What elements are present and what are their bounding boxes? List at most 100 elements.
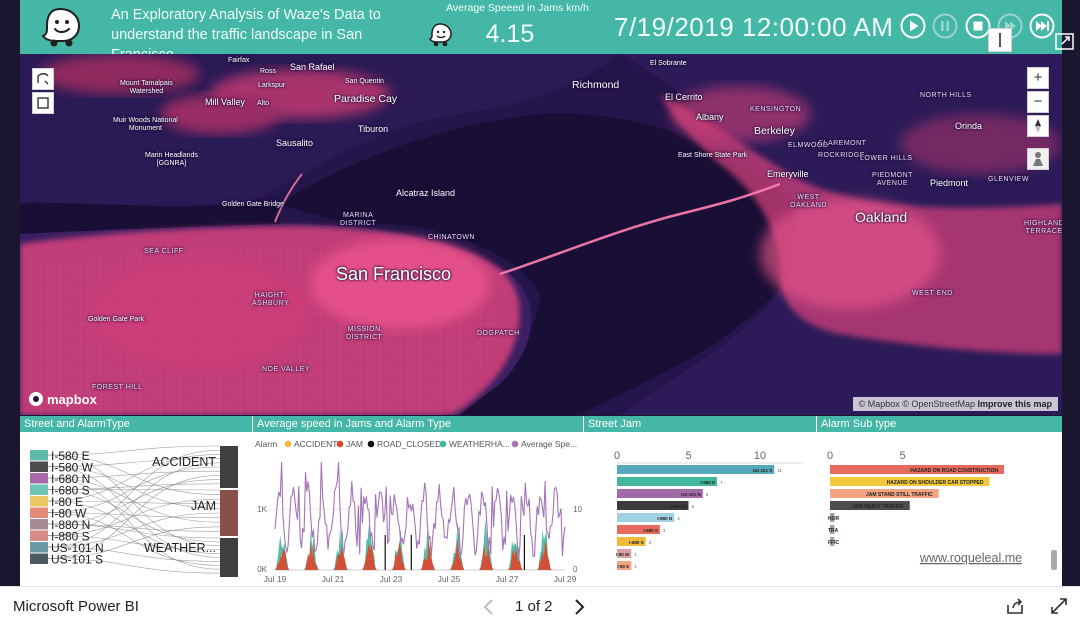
street-jam-bar-label: I-880 S xyxy=(643,528,658,533)
focus-mode-icon[interactable] xyxy=(1054,32,1076,52)
info-button[interactable] xyxy=(988,28,1012,52)
sankey-street-label: I-580 E xyxy=(51,449,90,463)
fullscreen-icon[interactable] xyxy=(1050,597,1068,615)
street-jam-bar[interactable] xyxy=(617,477,718,486)
sankey-street-node[interactable] xyxy=(30,542,48,553)
traffic-map[interactable]: Fairfax Ross San Rafael San Quentin El S… xyxy=(20,54,1062,415)
alarm-sub-bar[interactable] xyxy=(830,501,910,510)
scrollbar-thumb[interactable] xyxy=(1051,550,1057,570)
alarm-sub-bar-label: NOR xyxy=(828,516,840,522)
alarm-sub-bar[interactable] xyxy=(830,513,835,522)
map-label-claremont: CLAREMONT xyxy=(818,140,867,147)
play-icon[interactable] xyxy=(900,13,926,39)
legend-item-label: ACCIDENT xyxy=(294,439,337,449)
sankey-alarm-node[interactable] xyxy=(220,446,238,488)
map-label-elmwood: ELMWOOD xyxy=(788,142,829,149)
stop-icon[interactable] xyxy=(965,13,991,39)
street-jam-tick: 0 xyxy=(614,450,620,462)
sankey-street-node[interactable] xyxy=(30,553,48,565)
street-jam-bar-value: 1 xyxy=(634,552,637,557)
info-icon xyxy=(999,33,1001,47)
street-jam-bar[interactable] xyxy=(617,513,675,522)
sankey-link xyxy=(47,483,221,490)
map-label-alto: Alto xyxy=(257,100,270,107)
street-alarm-sankey[interactable]: I-580 EI-580 WI-680 NI-680 SI-80 EI-80 W… xyxy=(20,432,252,586)
street-jam-bar-label: US-101 S xyxy=(753,468,773,473)
sankey-alarm-label: WEATHER... xyxy=(144,541,216,555)
sankey-street-label: I-580 W xyxy=(51,461,94,475)
zoom-out-button[interactable]: − xyxy=(1027,91,1049,113)
sankey-link xyxy=(47,475,221,559)
map-label-tiburon: Tiburon xyxy=(358,124,389,134)
map-label-el-sobrante: El Sobrante xyxy=(650,60,687,67)
map-label-albany: Albany xyxy=(696,112,724,122)
street-jam-bar[interactable] xyxy=(617,465,775,474)
y-tick-label: 1K xyxy=(257,505,267,514)
speed-alarm-chart[interactable]: Alarm ACCIDENT JAM ROAD_CLOSED WEATHERHA... A… xyxy=(253,432,583,586)
lasso-select-button[interactable] xyxy=(32,68,54,90)
pause-icon[interactable] xyxy=(932,13,958,39)
compass-icon xyxy=(1035,119,1041,133)
sankey-link xyxy=(47,479,221,525)
mapbox-icon xyxy=(29,392,43,406)
y-tick-label: 0K xyxy=(257,565,267,574)
sankey-street-node[interactable] xyxy=(30,473,48,484)
map-label-berkeley: Berkeley xyxy=(754,125,795,137)
alarm-sub-bar-label: FFIC xyxy=(828,540,839,546)
mapbox-logo[interactable]: mapbox xyxy=(28,391,97,407)
x-tick-label: Jul 25 xyxy=(438,574,461,584)
alarm-sub-chart[interactable]: 0 5 HAZARD ON ROAD CONSTRUCTION HAZARD ON S… xyxy=(817,432,1062,586)
alarm-sub-tick: 0 xyxy=(827,450,833,462)
attribution-mapbox[interactable]: © Mapbox xyxy=(858,399,900,409)
street-jam-bar-label: I-80 E xyxy=(617,564,629,569)
person-button[interactable] xyxy=(1027,148,1049,170)
website-link[interactable]: www.roqueleal.me xyxy=(919,551,1022,565)
legend-swatch xyxy=(439,440,447,448)
previous-page-icon[interactable] xyxy=(482,598,496,616)
map-label-ross: Ross xyxy=(260,68,276,75)
zoom-in-button[interactable]: + xyxy=(1027,67,1049,89)
sankey-street-node[interactable] xyxy=(30,530,48,542)
map-label-mission: MISSION DISTRICT xyxy=(346,326,383,341)
improve-map-link[interactable]: Improve this map xyxy=(977,399,1052,409)
alarm-sub-bar[interactable] xyxy=(830,477,990,486)
sankey-street-node[interactable] xyxy=(30,507,48,519)
speed-alarm-title: Average speed in Jams and Alarm Type xyxy=(253,416,583,432)
sankey-alarm-node[interactable] xyxy=(220,490,238,536)
sankey-street-node[interactable] xyxy=(30,519,48,530)
map-label-marin-headlands: Marin Headlands [GGNRA] xyxy=(145,152,198,167)
street-jam-bar[interactable] xyxy=(617,489,703,498)
sankey-street-node[interactable] xyxy=(30,461,48,473)
street-jam-bar[interactable] xyxy=(617,525,660,534)
sankey-street-node[interactable] xyxy=(30,484,48,496)
alarm-sub-title: Alarm Sub type xyxy=(817,416,1062,432)
sankey-link xyxy=(47,523,221,539)
compass-button[interactable] xyxy=(1027,115,1049,137)
forward-icon[interactable] xyxy=(1029,13,1055,39)
map-label-oakland: Oakland xyxy=(855,209,908,225)
alarm-sub-bar[interactable] xyxy=(830,525,835,534)
alarm-sub-bar[interactable] xyxy=(830,489,939,498)
rect-select-button[interactable] xyxy=(32,92,54,114)
sankey-street-node[interactable] xyxy=(30,450,48,461)
street-jam-bar[interactable] xyxy=(617,501,689,510)
sankey-street-label: US-101 S xyxy=(51,553,103,567)
street-jam-bar[interactable] xyxy=(617,537,646,546)
map-label-san-rafael: San Rafael xyxy=(290,62,335,72)
attribution-osm[interactable]: © OpenStreetMap xyxy=(902,399,975,409)
sankey-alarm-node[interactable] xyxy=(220,538,238,577)
alarm-sub-bar[interactable] xyxy=(830,537,835,546)
sankey-street-node[interactable] xyxy=(30,496,48,507)
map-label-sea-cliff: SEA CLIFF xyxy=(144,248,184,255)
alarm-sub-bar-label: HAZARD ON SHOULDER CAR STOPPED xyxy=(887,480,984,486)
alarm-sub-bar[interactable] xyxy=(830,465,1004,474)
street-jam-bar[interactable] xyxy=(617,549,632,558)
page-indicator: 1 of 2 xyxy=(515,598,553,615)
street-jam-bar[interactable] xyxy=(617,561,632,570)
sankey-alarm-label: ACCIDENT xyxy=(152,455,216,469)
legend-swatch xyxy=(511,440,519,448)
next-page-icon[interactable] xyxy=(572,598,586,616)
x-tick-label: Jul 19 xyxy=(264,574,287,584)
share-icon[interactable] xyxy=(1005,597,1025,615)
